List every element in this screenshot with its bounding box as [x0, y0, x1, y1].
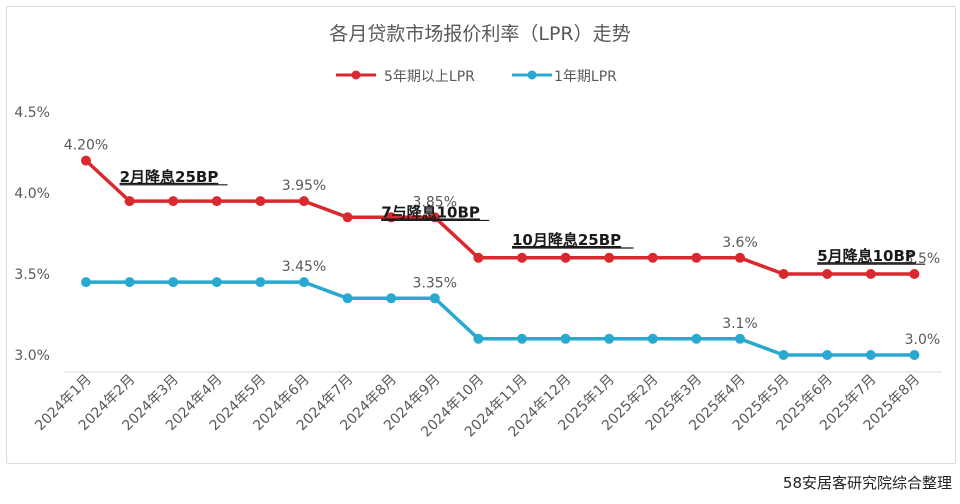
data-label: 3.6%	[722, 235, 758, 251]
data-point-1	[429, 293, 440, 304]
data-label: 3.95%	[282, 178, 326, 194]
data-point-1	[735, 333, 745, 344]
data-point-1	[81, 277, 91, 288]
data-point-0	[909, 269, 920, 279]
data-point-0	[211, 196, 222, 207]
data-point-1	[822, 350, 833, 360]
data-point-1	[255, 277, 266, 288]
data-point-1	[299, 277, 309, 288]
series-line-0	[84, 158, 917, 276]
legend-label-0: 5年期以上LPR	[384, 69, 475, 85]
legend-label-1: 1年期LPR	[554, 69, 617, 85]
legend-marker-0	[351, 70, 361, 80]
annotation-label: 10月降息25BP	[512, 231, 621, 249]
data-point-1	[342, 293, 353, 304]
data-point-1	[386, 293, 397, 304]
annotation-label: 7与降息10BP	[381, 203, 480, 221]
source-note: 58安居客研究院综合整理	[782, 474, 952, 492]
data-point-1	[560, 333, 571, 344]
y-tick-label: 4.5%	[14, 105, 50, 121]
data-point-0	[342, 212, 353, 223]
data-point-1	[211, 277, 222, 288]
y-tick-label: 4.0%	[14, 186, 50, 202]
data-point-0	[691, 252, 702, 263]
data-point-0	[778, 269, 789, 279]
y-tick-label: 3.5%	[14, 267, 50, 283]
data-label: 4.20%	[64, 138, 108, 154]
data-point-1	[865, 350, 876, 360]
data-label: 3.5%	[905, 251, 941, 267]
data-point-0	[168, 196, 179, 207]
data-point-0	[255, 196, 266, 207]
data-point-0	[299, 196, 309, 207]
data-point-1	[168, 277, 179, 288]
data-point-0	[822, 269, 833, 279]
data-point-1	[778, 350, 789, 360]
data-label: 3.0%	[905, 332, 941, 348]
series-line-1	[84, 280, 917, 357]
data-point-0	[124, 196, 135, 207]
y-tick-label: 3.0%	[14, 348, 50, 364]
data-point-1	[647, 333, 658, 344]
data-point-0	[735, 252, 745, 263]
data-label: 3.45%	[282, 259, 326, 275]
data-point-0	[647, 252, 658, 263]
chart-frame	[6, 6, 956, 464]
legend-marker-1	[527, 70, 537, 80]
data-label: 3.35%	[413, 275, 457, 291]
data-point-1	[517, 333, 527, 344]
data-point-1	[909, 350, 920, 360]
data-point-0	[81, 155, 91, 166]
chart-title: 各月贷款市场报价利率（LPR）走势	[329, 23, 630, 45]
data-point-0	[560, 252, 571, 263]
data-point-0	[604, 252, 615, 263]
data-label: 3.1%	[722, 316, 758, 332]
data-point-0	[517, 252, 527, 263]
data-point-1	[604, 333, 615, 344]
annotation-label: 2月降息25BP	[120, 168, 219, 186]
data-point-0	[865, 269, 876, 279]
data-point-1	[124, 277, 135, 288]
annotation-label: 5月降息10BP	[817, 247, 916, 265]
data-point-0	[386, 212, 397, 223]
data-point-1	[473, 333, 484, 344]
data-point-0	[473, 252, 484, 263]
data-point-0	[429, 212, 440, 223]
data-label: 3.85%	[413, 194, 457, 210]
data-point-1	[691, 333, 702, 344]
